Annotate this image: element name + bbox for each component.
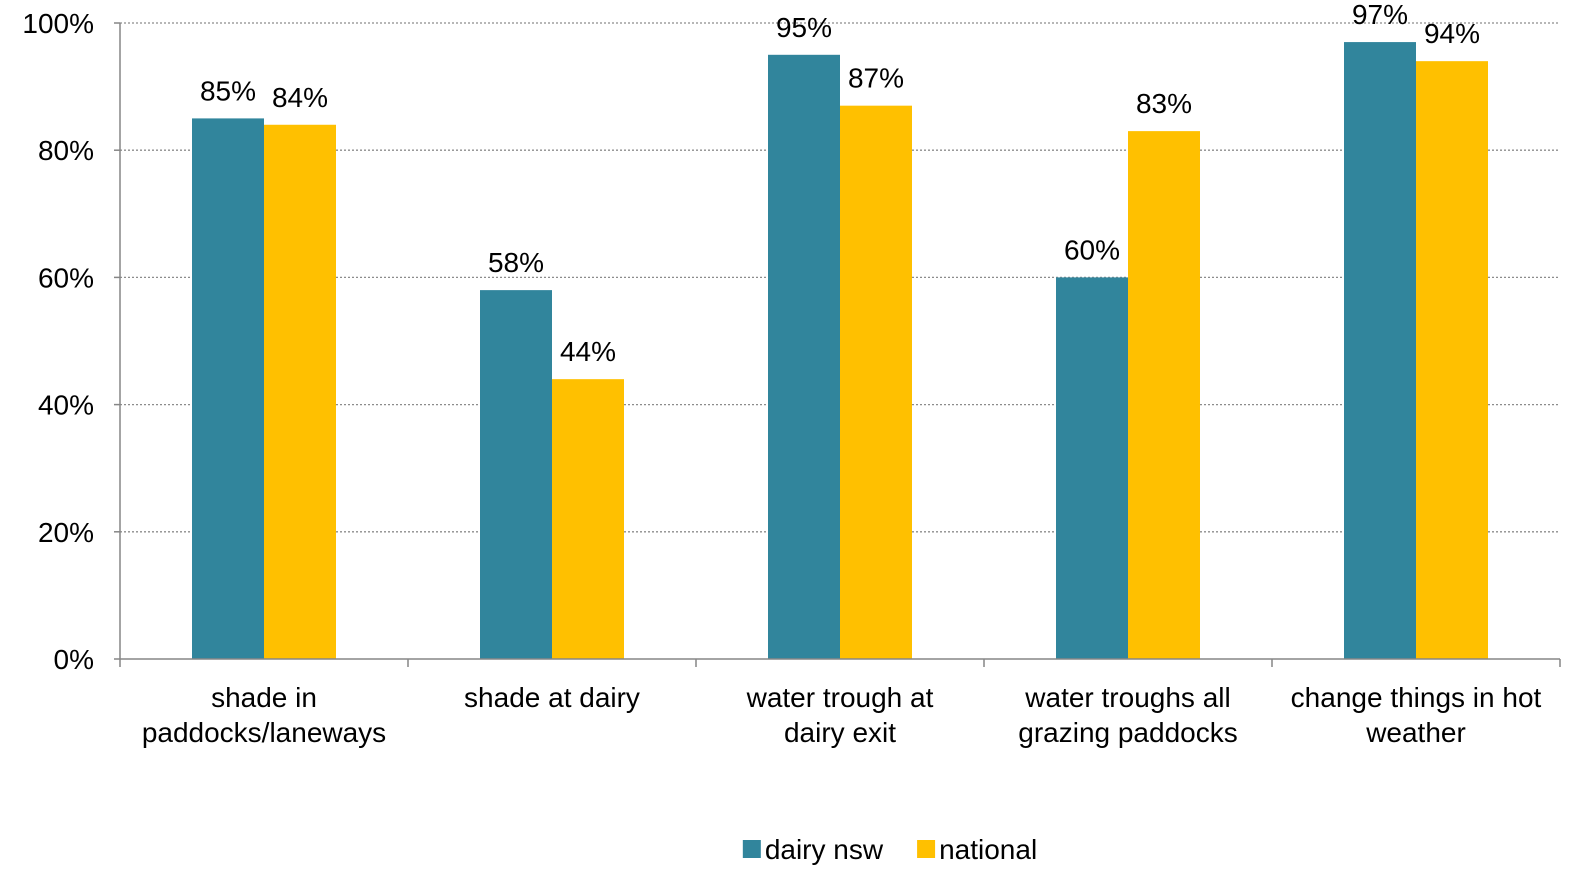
bar-dairy-nsw (192, 118, 264, 659)
legend-item-dairy-nsw: dairy nsw (742, 834, 884, 865)
bars (192, 42, 1488, 660)
data-label: 87% (848, 63, 904, 94)
bar-national (264, 124, 336, 659)
bar-dairy-nsw (768, 54, 840, 660)
data-label: 97% (1352, 0, 1408, 30)
legend-swatch (742, 840, 761, 858)
data-label: 60% (1064, 234, 1120, 265)
bar-national (840, 105, 912, 660)
y-tick-label: 60% (38, 262, 94, 293)
data-label: 85% (200, 75, 256, 106)
data-label: 58% (488, 247, 544, 278)
legend-swatch (917, 840, 936, 858)
data-label: 44% (560, 336, 616, 367)
x-category-label: shade at dairy (464, 682, 640, 713)
bar-dairy-nsw (1344, 42, 1416, 659)
x-category-label: water troughs all grazing paddocks (1018, 682, 1237, 748)
x-axis-category-labels: shade in paddocks/laneways shade at dairy w… (142, 682, 1542, 748)
y-tick-label: 100% (22, 8, 94, 39)
bar-national (1416, 61, 1488, 660)
bar-national (1128, 131, 1200, 659)
y-tick-label: 20% (38, 517, 94, 548)
y-axis-tick-labels: 0% 20% 40% 60% 80% 100% (22, 8, 94, 675)
data-labels: 85% 84% 58% 44% 95% 87% 60% 83% 97% 94% (200, 0, 1480, 367)
data-label: 94% (1424, 18, 1480, 49)
legend: dairy nsw national (742, 834, 1037, 865)
x-category-label: shade in paddocks/laneways (142, 682, 386, 748)
bar-national (552, 379, 624, 659)
bar-dairy-nsw (1056, 277, 1128, 659)
axes (114, 22, 1561, 667)
y-tick-label: 80% (38, 135, 94, 166)
y-tick-label: 40% (38, 390, 94, 421)
data-label: 95% (776, 12, 832, 43)
y-tick-label: 0% (54, 644, 94, 675)
bar-dairy-nsw (480, 290, 552, 659)
data-label: 83% (1136, 88, 1192, 119)
x-category-label: water trough at dairy exit (746, 682, 934, 748)
legend-item-national: national (917, 834, 1037, 865)
x-category-label: change things in hot weather (1291, 682, 1542, 748)
legend-label: national (939, 834, 1037, 865)
legend-label: dairy nsw (765, 834, 884, 865)
data-label: 84% (272, 82, 328, 113)
